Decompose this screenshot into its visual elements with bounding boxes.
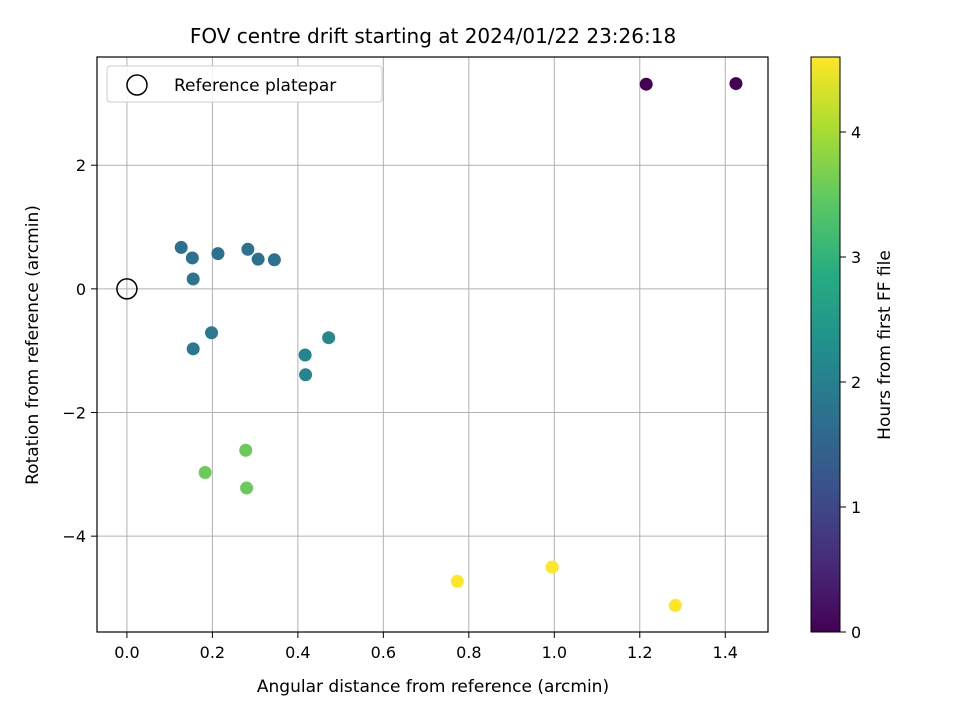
colorbar-label: Hours from first FF file <box>875 250 895 440</box>
x-tick-label: 0.6 <box>371 643 396 662</box>
x-tick-label: 0.8 <box>456 643 481 662</box>
plot-frame <box>96 56 769 633</box>
data-point <box>174 240 188 254</box>
gridlines <box>97 57 768 632</box>
legend: Reference platepar <box>106 65 383 103</box>
x-tick-label: 0.4 <box>285 643 310 662</box>
x-tick-label: 0.2 <box>200 643 225 662</box>
colorbar-tick-label: 0 <box>851 623 861 642</box>
data-point <box>198 465 212 479</box>
y-tick-label: 0 <box>76 280 86 299</box>
data-point <box>267 253 281 267</box>
data-point <box>322 331 336 345</box>
data-point <box>545 560 559 574</box>
x-tick-label: 0.0 <box>114 643 139 662</box>
y-axis-ticks: −4 −2 0 2 <box>62 156 97 546</box>
data-point <box>186 342 200 356</box>
colorbar: 0 1 2 3 4 Hours from first FF file <box>810 56 895 642</box>
colorbar-ticks: 0 1 2 3 4 <box>840 123 861 642</box>
data-point <box>240 481 254 495</box>
data-point <box>639 77 653 91</box>
y-tick-label: 2 <box>76 156 86 175</box>
x-tick-label: 1.0 <box>542 643 567 662</box>
colorbar-gradient <box>810 56 841 633</box>
data-point <box>205 326 219 340</box>
data-points <box>116 77 743 612</box>
data-point <box>299 368 313 382</box>
y-tick-label: −4 <box>62 527 86 546</box>
data-point <box>450 574 464 588</box>
legend-marker-reference <box>126 74 148 96</box>
colorbar-tick-label: 3 <box>851 248 861 267</box>
chart-title: FOV centre drift starting at 2024/01/22 … <box>190 24 676 48</box>
data-point <box>729 77 743 91</box>
colorbar-tick-label: 4 <box>851 123 861 142</box>
data-point <box>186 272 200 286</box>
x-tick-label: 1.4 <box>713 643 738 662</box>
y-tick-label: −2 <box>62 404 86 423</box>
x-axis-label: Angular distance from reference (arcmin) <box>257 677 609 697</box>
data-point <box>668 598 682 612</box>
legend-entry-reference: Reference platepar <box>174 76 336 96</box>
y-axis-label: Rotation from reference (arcmin) <box>23 205 43 485</box>
data-point <box>298 348 312 362</box>
x-tick-label: 1.2 <box>627 643 652 662</box>
x-axis-ticks: 0.0 0.2 0.4 0.6 0.8 1.0 1.2 1.4 <box>114 632 738 662</box>
data-point <box>251 252 265 266</box>
colorbar-tick-label: 1 <box>851 498 861 517</box>
data-point <box>185 251 199 265</box>
colorbar-tick-label: 2 <box>851 373 861 392</box>
legend-box <box>106 65 383 103</box>
reference-point-marker <box>116 278 138 300</box>
data-point <box>241 242 255 256</box>
data-point <box>239 443 253 457</box>
data-point <box>211 247 225 261</box>
